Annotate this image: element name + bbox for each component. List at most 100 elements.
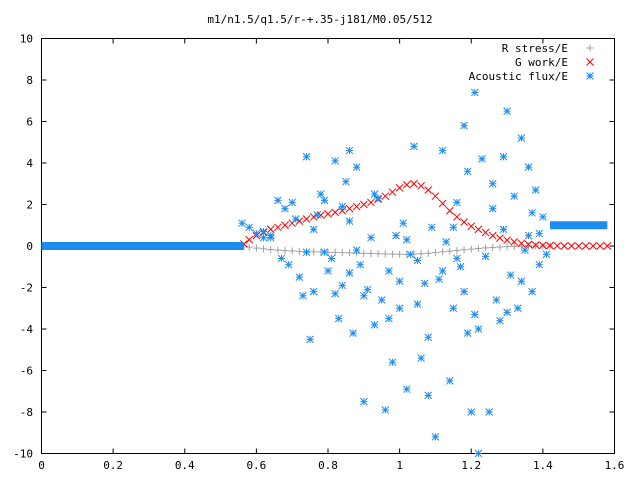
data-point (439, 248, 447, 256)
data-point (299, 291, 307, 300)
data-point (596, 242, 605, 250)
data-point (381, 250, 389, 258)
y-tick-label: 6 (26, 116, 33, 129)
data-point (438, 267, 447, 275)
data-point (331, 248, 339, 256)
data-point (506, 271, 515, 279)
data-point (309, 287, 318, 296)
data-point (438, 146, 447, 155)
data-point (428, 223, 436, 232)
data-point (359, 397, 368, 406)
data-point (467, 245, 475, 253)
data-point (331, 157, 340, 165)
data-point (367, 249, 375, 257)
data-point (546, 241, 554, 250)
data-point (589, 242, 597, 250)
data-point (474, 225, 483, 234)
y-tick-label: 4 (26, 157, 33, 170)
data-point (553, 241, 562, 250)
data-point (370, 320, 379, 329)
data-point (424, 249, 432, 257)
legend-label: Acoustic flux/E (469, 70, 568, 83)
data-point (438, 199, 447, 208)
data-point (445, 377, 454, 385)
data-point (367, 198, 375, 207)
series-layer (41, 88, 612, 458)
data-point (521, 246, 529, 255)
data-point (481, 228, 490, 237)
data-point (274, 196, 282, 205)
y-tick-label: -10 (13, 448, 33, 461)
data-point (274, 246, 282, 254)
x-tick-label: 1.6 (605, 459, 625, 472)
data-point (259, 227, 268, 236)
data-point (324, 267, 332, 275)
data-point (485, 408, 494, 416)
data-point (345, 146, 354, 155)
data-point (474, 325, 483, 333)
x-tick-label: 0 (38, 459, 45, 472)
data-point (359, 200, 368, 209)
data-point (338, 202, 347, 211)
data-point (334, 314, 343, 323)
x-tick-label: 1.4 (533, 459, 553, 472)
data-point (381, 406, 390, 414)
data-point (524, 240, 533, 249)
data-point (496, 243, 504, 251)
data-point (302, 152, 311, 161)
data-point (503, 243, 511, 251)
data-point (245, 223, 254, 232)
data-point (266, 233, 275, 242)
data-point (531, 186, 540, 194)
data-point (302, 248, 311, 257)
data-point (410, 142, 418, 151)
data-point (460, 287, 468, 296)
data-point (281, 221, 289, 230)
data-point (267, 246, 275, 254)
data-point (260, 245, 268, 253)
data-point (453, 198, 461, 207)
data-point (574, 242, 583, 250)
data-point (395, 184, 404, 192)
data-point (449, 304, 458, 313)
series-band (550, 221, 608, 230)
data-point (396, 250, 404, 258)
series-1 (239, 179, 612, 250)
legend-marker (586, 72, 594, 80)
data-point (252, 244, 260, 252)
data-point (424, 333, 433, 342)
data-point (413, 256, 422, 265)
data-point (356, 260, 365, 269)
data-point (374, 250, 382, 258)
data-point (316, 190, 325, 198)
data-point (399, 219, 408, 228)
data-point (492, 296, 501, 304)
data-point (417, 354, 425, 362)
data-point (453, 247, 461, 255)
data-point (395, 304, 404, 313)
data-point (528, 287, 536, 296)
data-point (417, 250, 425, 258)
data-point (442, 237, 451, 246)
series-0 (240, 242, 554, 258)
y-tick-label: -4 (20, 323, 34, 336)
data-point (291, 215, 300, 223)
data-point (510, 192, 519, 201)
legend-label: R stress/E (502, 42, 568, 55)
data-point (331, 208, 340, 217)
data-point (499, 152, 508, 161)
data-point (284, 260, 293, 269)
y-tick-label: 8 (26, 74, 33, 87)
data-point (460, 121, 468, 130)
data-point (445, 206, 454, 215)
data-point (488, 231, 497, 240)
data-point (567, 242, 576, 250)
data-point (395, 277, 404, 286)
y-tick-label: 2 (26, 199, 33, 212)
data-point (359, 291, 368, 300)
data-point (402, 385, 411, 394)
x-tick-label: 1.2 (461, 459, 481, 472)
data-point (295, 247, 303, 255)
data-point (470, 88, 479, 97)
data-point (488, 179, 497, 188)
